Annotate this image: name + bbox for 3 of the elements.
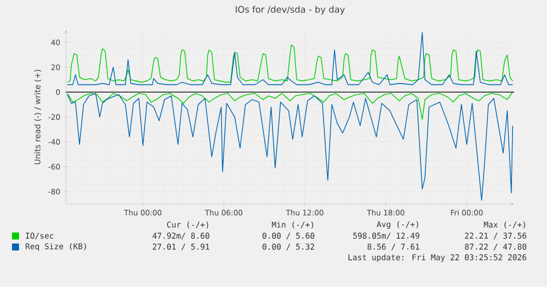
line-series [66, 92, 514, 201]
chart-title: IOs for /dev/sda - by day [236, 6, 345, 14]
line-series [66, 92, 514, 120]
